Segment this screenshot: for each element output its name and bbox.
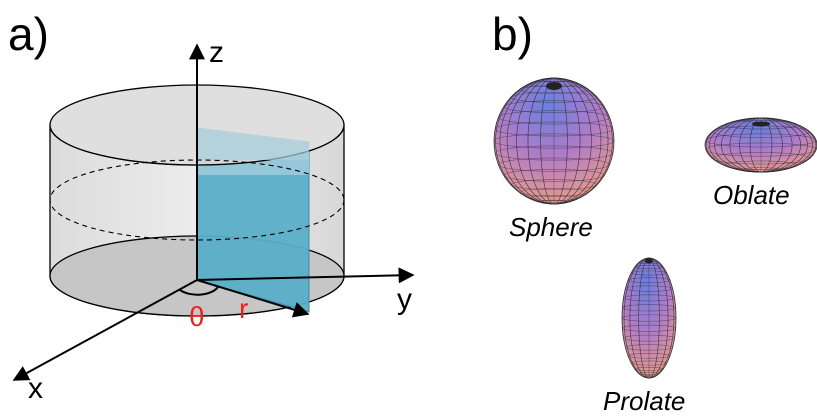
axes [12, 43, 415, 381]
sphere-label: Sphere [509, 212, 593, 242]
theta-label: θ [189, 301, 205, 332]
panel-a-label: a) [8, 8, 49, 60]
prolate-shape [621, 257, 677, 379]
y-axis-label: y [397, 283, 412, 316]
sphere-shape [493, 77, 615, 205]
x-axis-label: x [28, 372, 43, 405]
r-label: r [239, 293, 248, 324]
prolate-label: Prolate [603, 386, 685, 416]
panel-a: a) z y x [8, 8, 415, 405]
x-axis [12, 279, 198, 381]
theta-arc [179, 286, 219, 296]
panel-b-label: b) [492, 8, 533, 60]
panel-b: b) Sphere Oblate Prolate [492, 8, 817, 416]
section-plane-overlay [197, 128, 309, 160]
y-axis [196, 267, 415, 284]
oblate-shape [704, 117, 817, 173]
r-vector [196, 279, 310, 318]
z-axis-label: z [209, 36, 224, 69]
oblate-label: Oblate [713, 180, 790, 210]
